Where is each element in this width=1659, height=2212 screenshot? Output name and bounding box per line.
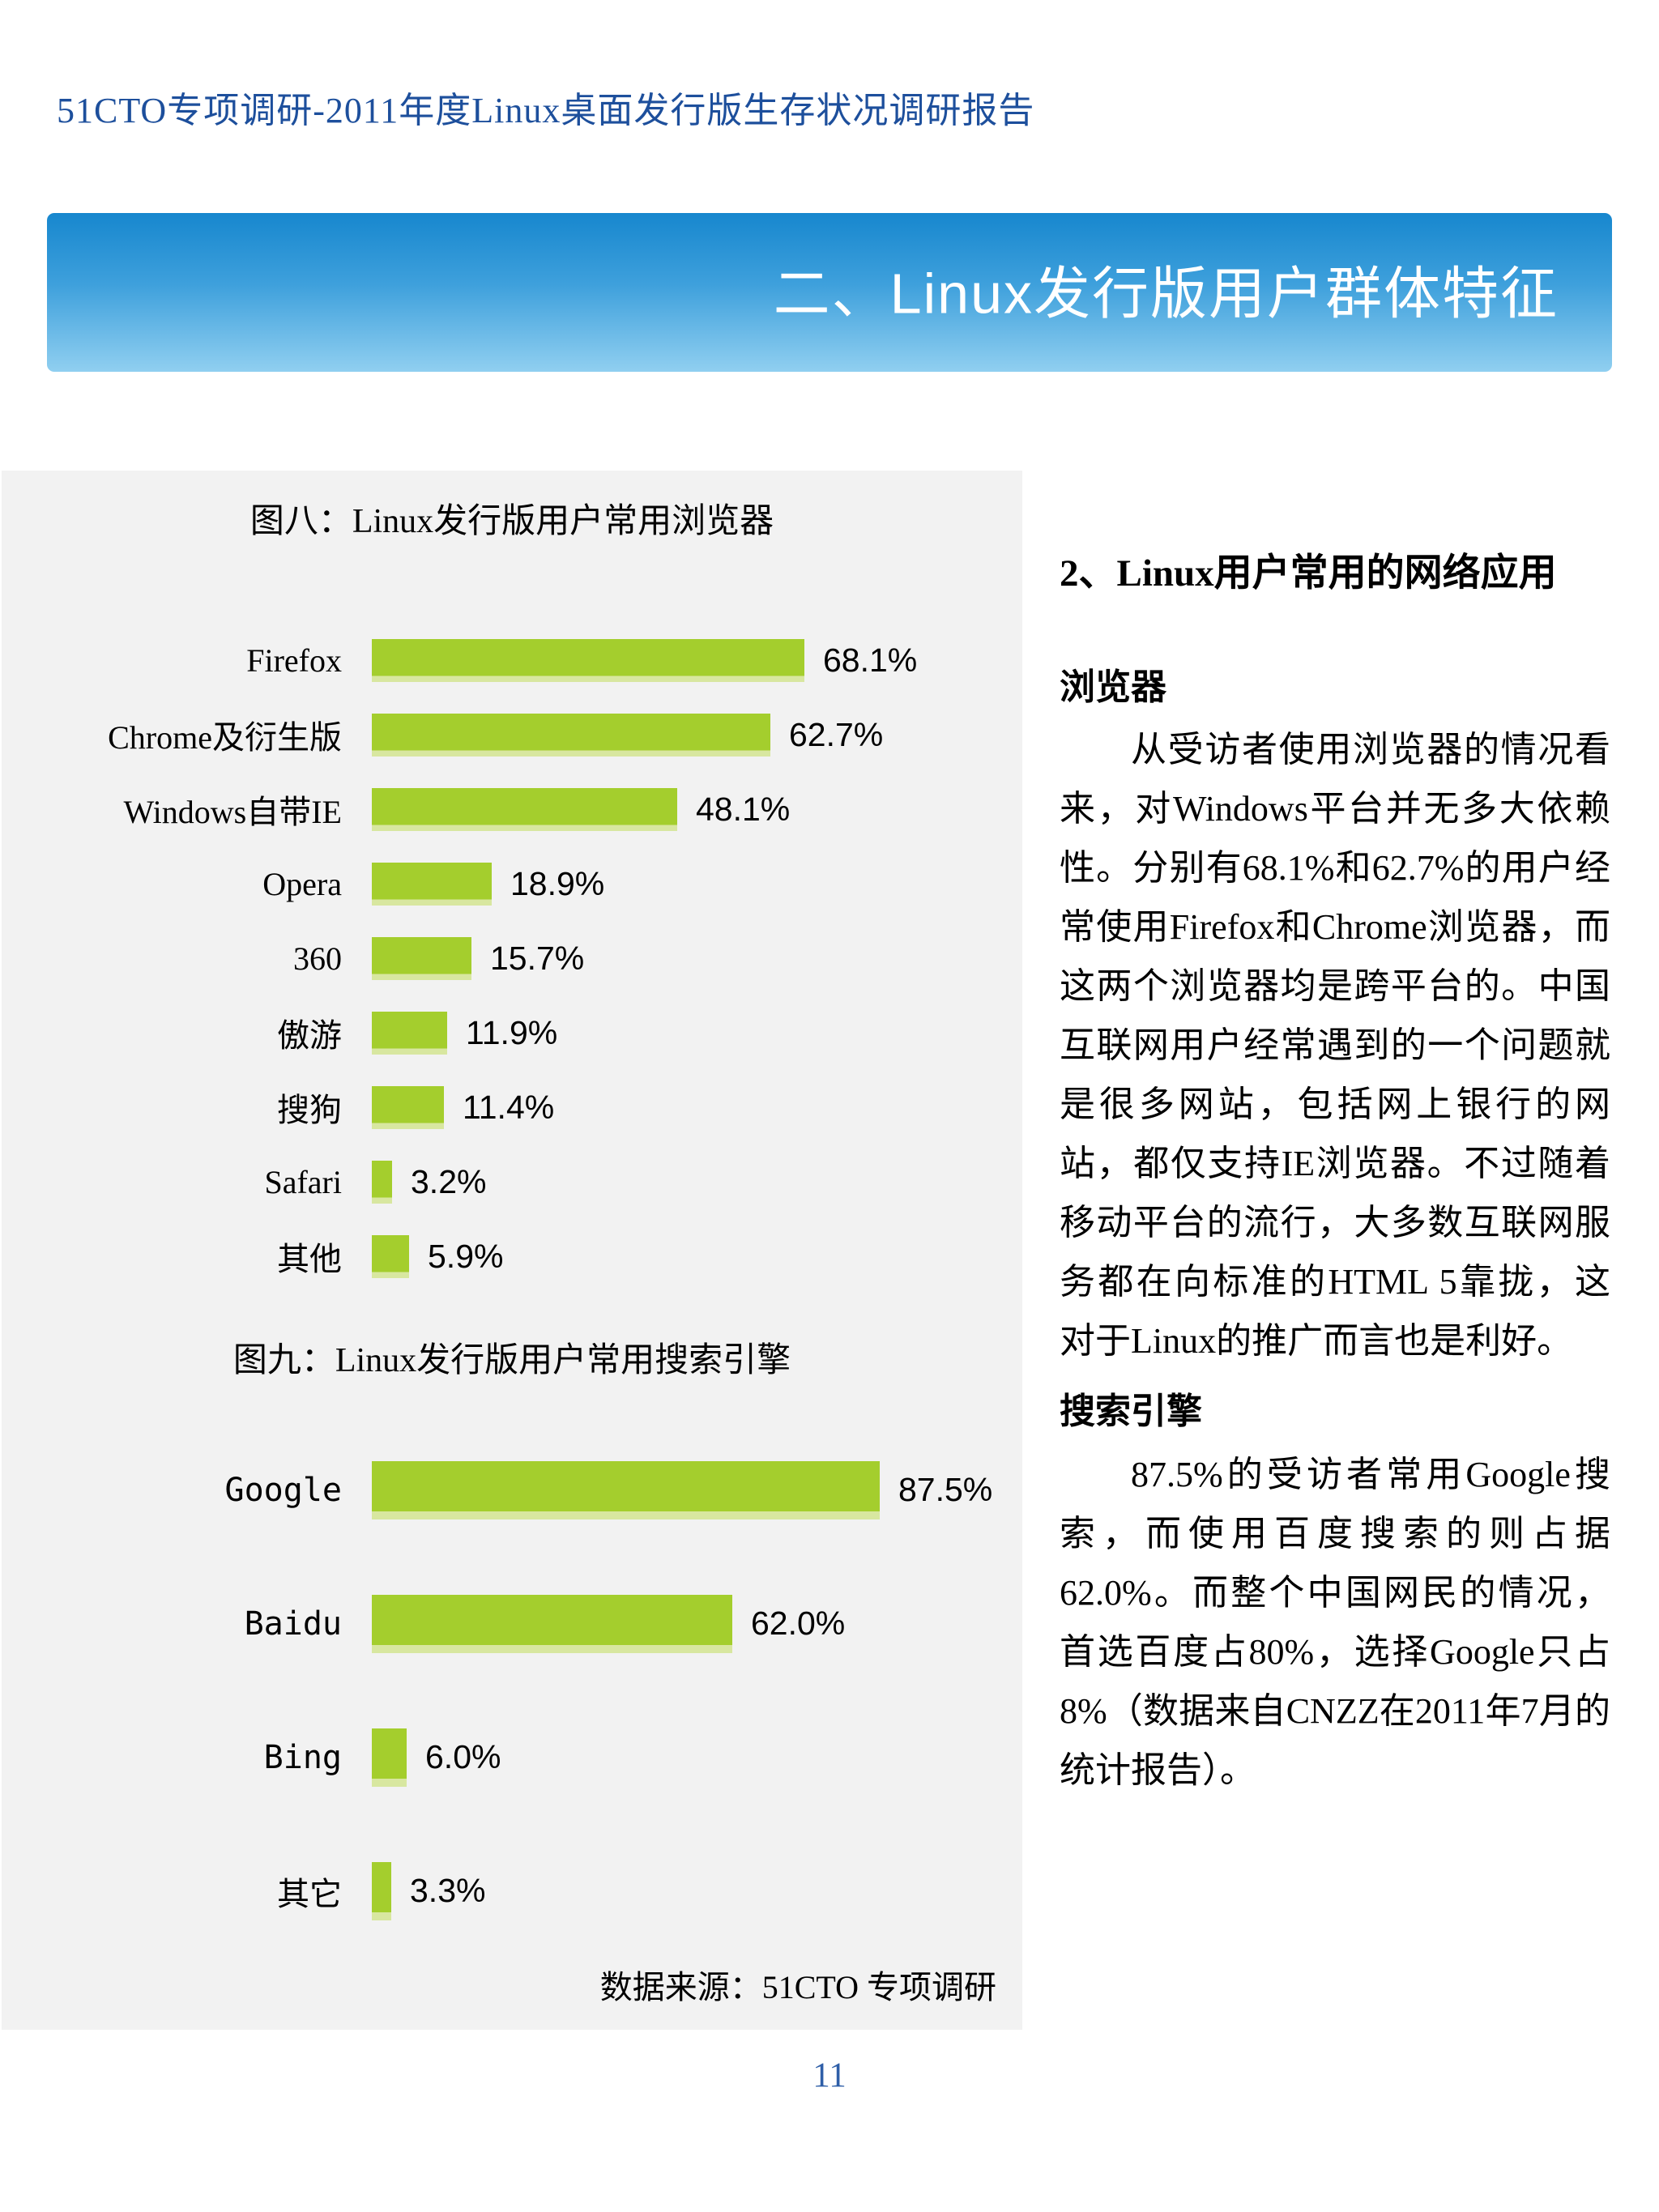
bar xyxy=(372,862,492,906)
bar-row: Safari 3.2% xyxy=(2,1144,1022,1219)
bar xyxy=(372,1085,444,1129)
bar xyxy=(372,787,677,831)
bar-row: Opera 18.9% xyxy=(2,846,1022,921)
bar-value-label: 5.9% xyxy=(428,1237,504,1275)
bar-value-label: 18.9% xyxy=(510,864,605,902)
browser-subheading: 浏览器 xyxy=(1060,667,1166,707)
bar-category-label: Safari xyxy=(264,1163,342,1200)
bar xyxy=(372,1234,409,1278)
bar-value-label: 15.7% xyxy=(490,939,585,977)
bar-category-label: 搜狗 xyxy=(277,1092,342,1128)
bar-row: 搜狗 11.4% xyxy=(2,1070,1022,1144)
bar xyxy=(372,1160,392,1204)
section-title: 二、Linux发行版用户群体特征 xyxy=(773,262,1559,326)
bar-row: Baidu 62.0% xyxy=(2,1557,1022,1690)
search-engine-subheading: 搜索引擎 xyxy=(1060,1392,1202,1431)
document-header: 51CTO专项调研-2011年度Linux桌面发行版生存状况调研报告 xyxy=(57,91,1035,130)
bar xyxy=(372,936,471,980)
browser-chart: Firefox 68.1% Chrome及衍生版 62.7% Windows自带IE 48… xyxy=(2,623,1022,1294)
bar xyxy=(372,1594,732,1653)
bar-value-label: 62.7% xyxy=(789,715,884,753)
data-source-note: 数据来源：51CTO 专项调研 xyxy=(599,1969,996,2005)
bar xyxy=(372,713,770,757)
browser-paragraph: 从受访者使用浏览器的情况看来，对Windows平台并无多大依赖性。分别有68.1… xyxy=(1060,730,1610,1361)
bar-category-label: Google xyxy=(224,1471,343,1509)
bar-category-label: 其他 xyxy=(277,1241,342,1277)
section-banner: 二、Linux发行版用户群体特征 xyxy=(47,213,1612,372)
bar xyxy=(372,1011,447,1055)
bar-row: Windows自带IE 48.1% xyxy=(2,772,1022,846)
bar xyxy=(372,1460,880,1519)
bar-value-label: 11.4% xyxy=(463,1088,555,1126)
browser-chart-title: 图八：Linux发行版用户常用浏览器 xyxy=(249,503,774,540)
bar-value-label: 48.1% xyxy=(696,790,791,828)
bar-category-label: Baidu xyxy=(244,1605,342,1643)
search-engine-chart: Google 87.5% Baidu 62.0% Bing 6.0% 其它 3.3% xyxy=(2,1423,1022,1958)
bar-category-label: 其它 xyxy=(277,1875,342,1913)
bar-category-label: Firefox xyxy=(246,641,342,679)
bar-row: Bing 6.0% xyxy=(2,1690,1022,1824)
bar-value-label: 3.2% xyxy=(411,1162,487,1200)
bar-row: 其他 5.9% xyxy=(2,1219,1022,1294)
bar-row: Firefox 68.1% xyxy=(2,623,1022,697)
bar xyxy=(372,638,804,682)
search-engine-paragraph: 87.5%的受访者常用Google搜索，而使用百度搜索的则占据62.0%。而整个… xyxy=(1060,1455,1610,1790)
bar-value-label: 62.0% xyxy=(751,1605,846,1642)
bar-value-label: 3.3% xyxy=(410,1872,486,1909)
bar-row: 360 15.7% xyxy=(2,921,1022,995)
bar xyxy=(372,1861,391,1920)
bar-value-label: 6.0% xyxy=(425,1738,501,1775)
page-number: 11 xyxy=(812,2056,847,2095)
bar-value-label: 11.9% xyxy=(466,1013,558,1051)
bar-category-label: 傲游 xyxy=(277,1017,342,1054)
search-engine-chart-title: 图九：Linux发行版用户常用搜索引擎 xyxy=(232,1342,791,1379)
bar-category-label: Chrome及衍生版 xyxy=(108,719,342,756)
bar-row: Google 87.5% xyxy=(2,1423,1022,1557)
bar-row: 傲游 11.9% xyxy=(2,995,1022,1070)
bar-row: Chrome及衍生版 62.7% xyxy=(2,697,1022,772)
bar-row: 其它 3.3% xyxy=(2,1824,1022,1958)
bar-value-label: 68.1% xyxy=(823,641,918,679)
bar-category-label: Windows自带IE xyxy=(123,794,342,830)
bar xyxy=(372,1728,407,1787)
section-heading: 2、Linux用户常用的网络应用 xyxy=(1060,552,1557,595)
charts-panel: 图八：Linux发行版用户常用浏览器 Firefox 68.1% Chrome及衍生… xyxy=(2,471,1022,2030)
bar-category-label: Opera xyxy=(262,865,342,902)
bar-category-label: 360 xyxy=(293,940,342,977)
bar-value-label: 87.5% xyxy=(898,1471,993,1508)
bar-category-label: Bing xyxy=(263,1738,342,1776)
